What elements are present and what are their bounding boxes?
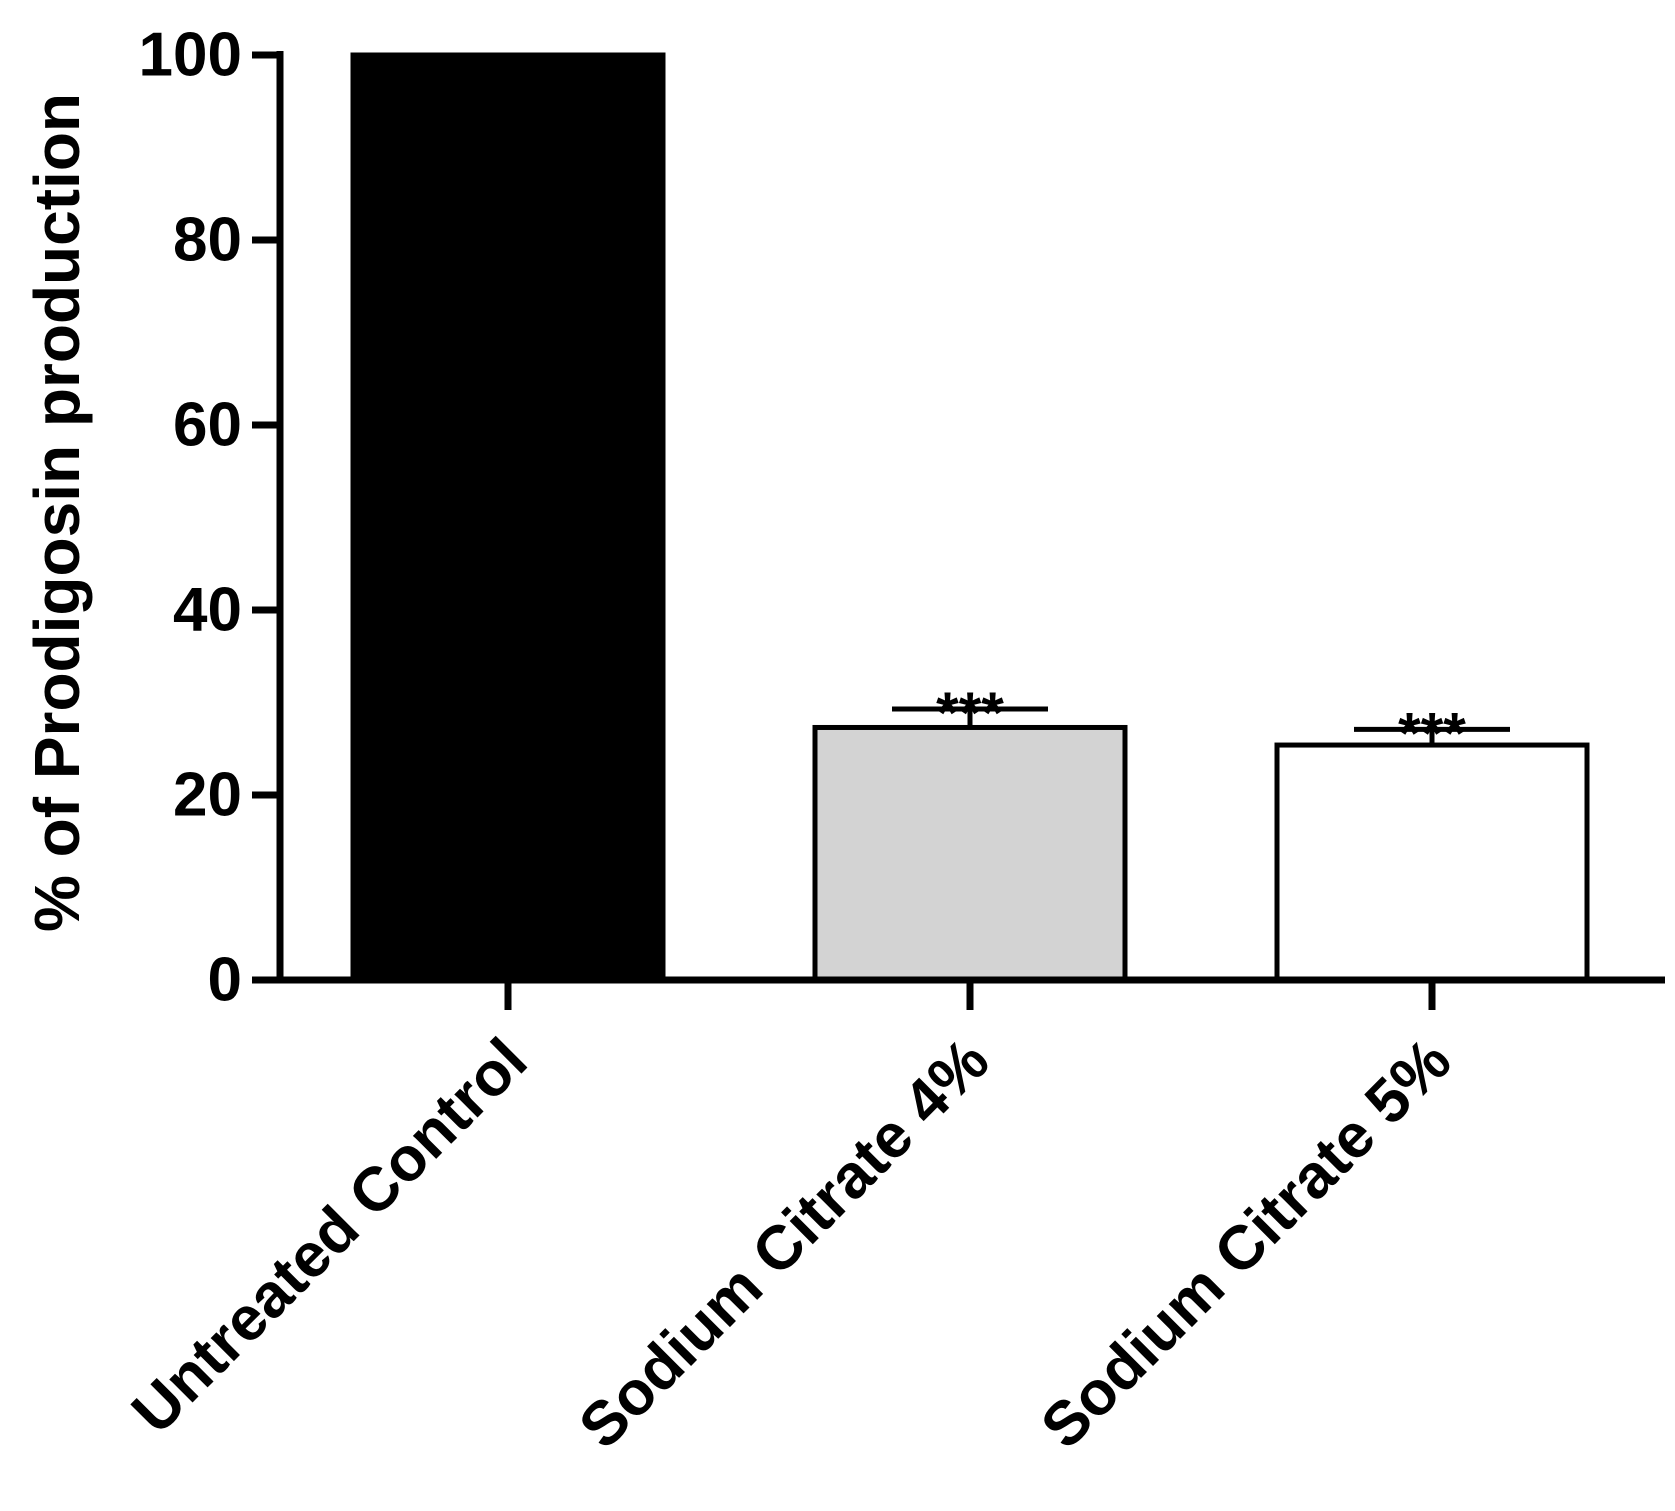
error-bar-sodium-citrate-5 — [1354, 726, 1510, 746]
bars-layer — [350, 52, 1590, 983]
bar-untreated-control — [350, 52, 666, 983]
y-tick-label-100: 100 — [139, 21, 242, 90]
significance-label-sodium-citrate-5: *** — [1398, 701, 1466, 766]
error-bar-sodium-citrate-4 — [892, 706, 1048, 728]
x-tick-label-sodium-citrate-5: Sodium Citrate 5% — [1028, 1026, 1464, 1462]
y-tick-label-80: 80 — [173, 206, 242, 275]
y-tick-label-40: 40 — [173, 576, 242, 645]
error-bars-layer — [892, 706, 1510, 746]
y-tick-label-0: 0 — [208, 946, 242, 1015]
x-ticks-layer: Untreated Control Sodium Citrate 4% Sodium… — [119, 980, 1464, 1462]
y-ticks-layer: 0 20 40 60 80 100 — [139, 21, 280, 1015]
y-tick-label-60: 60 — [173, 391, 242, 460]
annotations-layer: *** *** — [936, 681, 1466, 766]
bar-sodium-citrate-5 — [1274, 742, 1590, 983]
y-axis-label-group: % of Prodigosin production — [21, 93, 93, 932]
x-tick-label-untreated-control: Untreated Control — [119, 1026, 540, 1447]
x-tick-label-sodium-citrate-4: Sodium Citrate 4% — [566, 1026, 1002, 1462]
y-axis-label: % of Prodigosin production — [21, 93, 93, 932]
significance-label-sodium-citrate-4: *** — [936, 681, 1004, 746]
bar-sodium-citrate-4 — [812, 724, 1128, 983]
y-tick-label-20: 20 — [173, 761, 242, 830]
